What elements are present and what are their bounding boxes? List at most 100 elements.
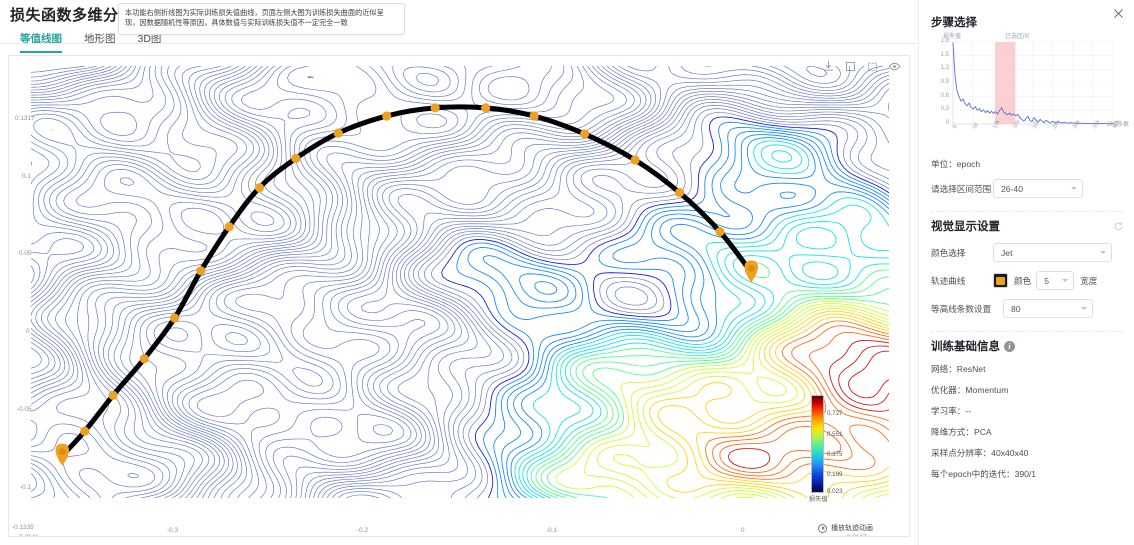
play-trajectory-label: 播放轨迹动画 <box>831 525 873 532</box>
mini-ytick: 0.3 <box>940 106 949 113</box>
side-panel: 步骤选择 损失值 已选区间 训练步数 1.8 1.5 1.2 0.9 0.6 0.3 0 0… <box>918 0 1134 545</box>
visual-section-label: 视觉显示设置 <box>931 221 1000 233</box>
trajectory-point[interactable] <box>481 103 491 113</box>
x-tick-2: -0.2 <box>357 527 369 534</box>
range-select-value: 26-40 <box>1001 183 1023 194</box>
tab-contour[interactable]: 等值线图 <box>20 31 62 53</box>
training-info-value: -- <box>965 406 972 416</box>
trajectory-color-swatch[interactable] <box>993 273 1008 288</box>
y-tick-3: 0 <box>26 328 30 335</box>
training-info-value: PCA <box>973 427 992 437</box>
section-divider-2 <box>931 331 1124 332</box>
trajectory-point[interactable] <box>196 266 206 276</box>
mini-ytick: 1.2 <box>940 65 949 72</box>
section-divider <box>931 211 1124 212</box>
training-info-item: 降维方式：PCA <box>931 426 1124 438</box>
tabs-divider <box>0 43 918 44</box>
trajectory-point[interactable] <box>224 222 234 232</box>
training-info-item: 网络：ResNet <box>931 363 1124 375</box>
y-tick-0: 0.1317 <box>15 115 35 122</box>
mini-ytick: 0.9 <box>940 79 949 85</box>
contour-plot-container[interactable]: 0.1317 0.1 0.05 0 -0.05 -0.1 -0.1335 -0.… <box>8 55 910 537</box>
colormap-label: 颜色选择 <box>931 247 966 258</box>
trajectory-point[interactable] <box>580 129 590 139</box>
trajectory-label: 轨迹曲线 <box>931 275 966 286</box>
training-info-label: 采样点分辨率： <box>931 448 992 458</box>
mini-ytick: 1.5 <box>940 51 949 58</box>
training-info-item: 学习率：-- <box>931 405 1124 417</box>
play-icon[interactable] <box>818 523 827 533</box>
training-info-icon[interactable]: i <box>1004 340 1015 352</box>
mini-chart-svg <box>952 41 1114 125</box>
training-info-value: ResNet <box>956 364 986 374</box>
training-info-value: Momentum <box>965 385 1009 395</box>
range-field-row: 请选择区间范围 26-40 <box>931 179 1124 198</box>
x-tick-5: 0.0607 <box>847 534 867 536</box>
trajectory-point[interactable] <box>529 111 539 121</box>
page-header: 损失函数多维分析 i 本功能右侧折线图为实际训练损失值曲线，页面左侧大图为训练损… <box>0 0 918 53</box>
mini-ytick: 0 <box>945 120 949 126</box>
page-title: 损失函数多维分析 <box>10 7 135 24</box>
training-info-list: 网络：ResNet 优化器：Momentum 学习率：-- 降维方式：PCA 采样点分辨… <box>931 363 1124 480</box>
step-section-title: 步骤选择 <box>931 14 1124 30</box>
visual-section-title: 视觉显示设置 <box>931 218 1124 234</box>
selection-region-label: 已选区间 <box>1005 34 1030 40</box>
trajectory-point[interactable] <box>674 187 685 198</box>
trajectory-point[interactable] <box>382 111 392 121</box>
trajectory-point[interactable] <box>170 313 180 323</box>
y-tick-2: 0.05 <box>19 250 32 257</box>
colorbar-tick-3: 0.199 <box>827 471 843 478</box>
training-section-label: 训练基础信息 <box>931 341 1000 353</box>
x-tick-3: -0.1 <box>546 527 558 534</box>
trajectory-point[interactable] <box>291 153 301 163</box>
trajectory-point[interactable] <box>139 354 149 364</box>
start-pin[interactable] <box>55 443 70 466</box>
colorbar-tick-2: 0.375 <box>827 451 843 458</box>
chevron-down-icon <box>1062 279 1069 282</box>
colorbar: 0.727 0.551 0.375 0.199 0.023 损失值 <box>809 395 867 503</box>
end-pin[interactable] <box>744 260 759 283</box>
trajectory-point[interactable] <box>254 183 265 193</box>
view-tabs: 等值线图 地形图 3D图 <box>10 25 908 53</box>
colorbar-tick-0: 0.727 <box>827 410 843 417</box>
colorbar-caption: 损失值 <box>809 496 828 503</box>
zoom-box-icon[interactable] <box>844 60 857 73</box>
trajectory-field-row: 轨迹曲线 颜色 5 宽度 <box>931 271 1124 290</box>
header-tooltip: 本功能右侧折线图为实际训练损失值曲线，页面左侧大图为训练损失曲面的近似呈现，因数… <box>118 3 405 35</box>
trajectory-point[interactable] <box>630 155 640 165</box>
loss-curve-chart[interactable]: 损失值 已选区间 训练步数 1.8 1.5 1.2 0.9 0.6 0.3 0 0 5k 10k… <box>931 32 1129 150</box>
chevron-down-icon <box>1081 307 1087 310</box>
trajectory-point[interactable] <box>108 390 118 400</box>
trajectory-point[interactable] <box>715 227 725 237</box>
trajectory-color-text: 颜色 <box>1014 275 1032 286</box>
x-tick-0: -0.3641 <box>17 534 39 536</box>
training-info-label: 优化器： <box>931 385 966 395</box>
training-info-item: 采样点分辨率：40x40x40 <box>931 447 1124 459</box>
colormap-select[interactable]: Jet <box>993 243 1112 262</box>
main-content: 损失函数多维分析 i 本功能右侧折线图为实际训练损失值曲线，页面左侧大图为训练损… <box>0 0 918 545</box>
tab-terrain[interactable]: 地形图 <box>84 33 116 45</box>
chevron-down-icon <box>1071 187 1077 190</box>
training-section-title: 训练基础信息 i <box>931 338 1124 354</box>
restore-icon[interactable] <box>866 60 879 73</box>
colorbar-tick-1: 0.551 <box>827 431 843 438</box>
visibility-eye-icon[interactable] <box>888 60 901 73</box>
unit-label: 单位：epoch <box>931 159 981 169</box>
close-icon[interactable] <box>1112 7 1125 20</box>
contour-count-select[interactable]: 80 <box>1003 299 1093 318</box>
tab-3d[interactable]: 3D图 <box>137 33 162 45</box>
plot-toolbar <box>822 60 901 73</box>
refresh-icon[interactable] <box>1113 221 1124 232</box>
trajectory-point[interactable] <box>333 128 343 138</box>
range-select[interactable]: 26-40 <box>993 179 1083 198</box>
trajectory-width-value: 5 <box>1044 275 1049 286</box>
download-icon[interactable] <box>822 60 835 73</box>
trajectory-point[interactable] <box>430 103 440 113</box>
colormap-select-value: Jet <box>1001 247 1013 258</box>
play-trajectory-legend[interactable]: 播放轨迹动画 <box>818 523 873 533</box>
trajectory-point[interactable] <box>80 426 90 436</box>
training-info-value: 40x40x40 <box>991 448 1029 458</box>
colorbar-gradient <box>811 395 824 493</box>
trajectory-width-select[interactable]: 5 <box>1036 271 1075 290</box>
